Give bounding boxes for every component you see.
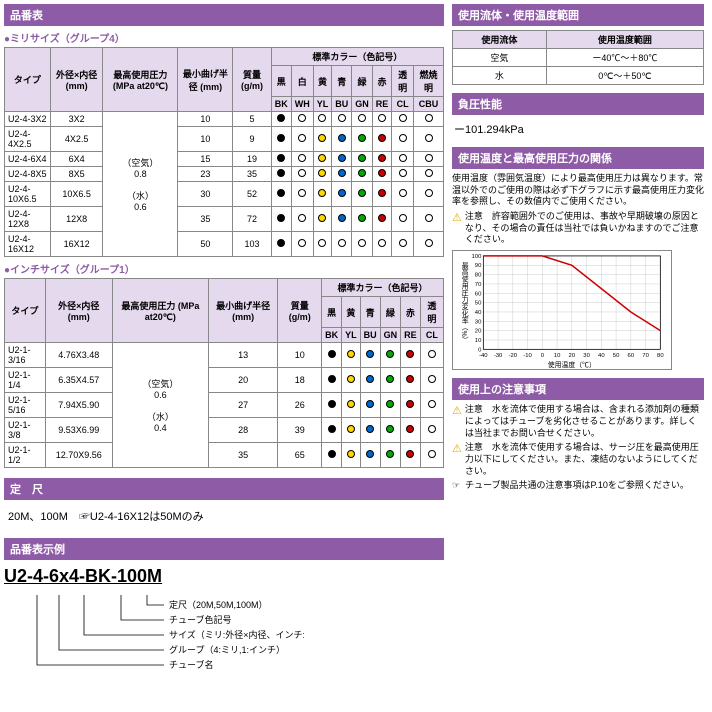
svg-text:20: 20 xyxy=(475,329,482,335)
caution-2: ⚠注意 水を流体で使用する場合は、含まれる添加剤の種類によってはチューブを劣化さ… xyxy=(452,404,704,439)
ft-r1t: ー40℃～＋80℃ xyxy=(546,49,703,67)
svg-text:60: 60 xyxy=(475,291,482,297)
table-row: U2-4-8X58X52335 xyxy=(5,167,444,182)
warning-icon: ⚠ xyxy=(452,211,462,246)
table-row: U2-1-1/212.70X9.563565 xyxy=(5,443,444,468)
svg-text:グループ（4:ミリ,1:インチ）: グループ（4:ミリ,1:インチ） xyxy=(169,644,285,655)
fluid-table: 使用流体使用温度範囲 空気ー40℃～＋80℃ 水0℃～＋50℃ xyxy=(452,30,704,85)
th-bend: 最小曲げ半径 (mm) xyxy=(178,48,233,112)
svg-text:最高使用圧力変化率（%）: 最高使用圧力変化率（%） xyxy=(460,262,468,344)
th-type: タイプ xyxy=(5,48,51,112)
header-part-table: 品番表 xyxy=(4,4,444,26)
svg-text:10: 10 xyxy=(554,353,561,359)
svg-text:40: 40 xyxy=(475,310,482,316)
th-mass2: 質量 (g/m) xyxy=(278,279,322,343)
svg-text:30: 30 xyxy=(583,353,590,359)
pressure-chart: 0102030405060708090100-40-30-20-10010203… xyxy=(452,250,672,370)
th-color2: 標準カラー（色記号） xyxy=(322,279,444,297)
svg-text:20: 20 xyxy=(569,353,576,359)
caution1-text: 注意 許容範囲外でのご使用は、事故や早期破壊の原因となり、その場合の責任は当社で… xyxy=(465,211,704,246)
th-odid2: 外径×内径 (mm) xyxy=(45,279,112,343)
caution2-text: 注意 水を流体で使用する場合は、含まれる添加剤の種類によってはチューブを劣化させ… xyxy=(465,404,704,439)
table-row: U2-4-4X2.54X2.5109 xyxy=(5,127,444,152)
svg-text:定尺（20M,50M,100M）: 定尺（20M,50M,100M） xyxy=(169,599,268,610)
svg-text:100: 100 xyxy=(472,254,483,260)
table-row: U2-4-3X23X2（空気） 0.8 （水） 0.6105 xyxy=(5,112,444,127)
svg-text:-20: -20 xyxy=(509,353,518,359)
bracket-diagram: 定尺（20M,50M,100M） チューブ色記号 サイズ（ミリ:外径×内径、イン… xyxy=(24,595,444,708)
svg-text:80: 80 xyxy=(657,353,664,359)
table-row: U2-4-16X1216X1250103 xyxy=(5,232,444,257)
th-type2: タイプ xyxy=(5,279,46,343)
neg-pressure-val: ー101.294kPa xyxy=(452,119,704,139)
svg-text:10: 10 xyxy=(475,338,482,344)
table-row: U2-1-1/46.35X4.572018 xyxy=(5,368,444,393)
table-row: U2-4-10X6.510X6.53052 xyxy=(5,182,444,207)
svg-text:-40: -40 xyxy=(479,353,488,359)
svg-text:60: 60 xyxy=(628,353,635,359)
caution-4: チューブ製品共通の注意事項はP.10をご参照ください。 xyxy=(452,480,704,492)
sub-mm: ●ミリサイズ（グループ4） xyxy=(4,30,444,45)
svg-text:0: 0 xyxy=(541,353,545,359)
svg-text:-10: -10 xyxy=(523,353,532,359)
svg-text:70: 70 xyxy=(642,353,649,359)
ft-h1: 使用流体 xyxy=(453,31,547,49)
table-row: U2-1-3/89.53X6.992839 xyxy=(5,418,444,443)
svg-text:50: 50 xyxy=(475,301,482,307)
table-row: U2-4-6X46X41519 xyxy=(5,152,444,167)
in-table: タイプ 外径×内径 (mm) 最高使用圧力 (MPa at20℃) 最小曲げ半径… xyxy=(4,278,444,468)
mm-table: タイプ 外径×内径 (mm) 最高使用圧力 (MPa at20℃) 最小曲げ半径… xyxy=(4,47,444,257)
part-example-num: U2-4-6x4-BK-100M xyxy=(4,566,444,587)
ft-h2: 使用温度範囲 xyxy=(546,31,703,49)
table-row: U2-4-12X812X83572 xyxy=(5,207,444,232)
svg-text:チューブ色記号: チューブ色記号 xyxy=(169,614,231,625)
warning-icon: ⚠ xyxy=(452,442,462,477)
svg-text:90: 90 xyxy=(475,263,482,269)
th-bend2: 最小曲げ半径 (mm) xyxy=(208,279,278,343)
table-row: U2-1-5/167.94X5.902726 xyxy=(5,393,444,418)
caution4-text: チューブ製品共通の注意事項はP.10をご参照ください。 xyxy=(465,480,689,492)
th-maxp2: 最高使用圧力 (MPa at20℃) xyxy=(112,279,208,343)
sub-in: ●インチサイズ（グループ1） xyxy=(4,261,444,276)
header-neg-pressure: 負圧性能 xyxy=(452,93,704,115)
svg-text:80: 80 xyxy=(475,273,482,279)
svg-text:50: 50 xyxy=(613,353,620,359)
header-usage-notes: 使用上の注意事項 xyxy=(452,378,704,400)
std-length-text: 20M、100M ☞U2-4-16X12は50Mのみ xyxy=(4,504,444,528)
svg-text:-30: -30 xyxy=(494,353,503,359)
svg-text:サイズ（ミリ:外径×内径、インチ:外径）: サイズ（ミリ:外径×内径、インチ:外径） xyxy=(169,629,304,640)
th-color: 標準カラー（色記号） xyxy=(271,48,443,66)
header-std-length: 定 尺 xyxy=(4,478,444,500)
header-part-example: 品番表示例 xyxy=(4,538,444,560)
ft-r1f: 空気 xyxy=(453,49,547,67)
svg-text:30: 30 xyxy=(475,319,482,325)
warning-icon: ⚠ xyxy=(452,404,462,439)
th-mass: 質量 (g/m) xyxy=(233,48,271,112)
ft-r2t: 0℃～＋50℃ xyxy=(546,67,703,85)
th-odid: 外径×内径 (mm) xyxy=(50,48,103,112)
temp-pressure-note: 使用温度（雰囲気温度）により最高使用圧力は異なります。常温以外でのご使用の際は必… xyxy=(452,173,704,208)
caution3-text: 注意 水を流体で使用する場合は、サージ圧を最高使用圧力以下にしてください。また、… xyxy=(465,442,704,477)
svg-text:40: 40 xyxy=(598,353,605,359)
caution-3: ⚠注意 水を流体で使用する場合は、サージ圧を最高使用圧力以下にしてください。また… xyxy=(452,442,704,477)
ft-r2f: 水 xyxy=(453,67,547,85)
svg-text:70: 70 xyxy=(475,282,482,288)
header-temp-pressure: 使用温度と最高使用圧力の関係 xyxy=(452,147,704,169)
th-maxp: 最高使用圧力 (MPa at20℃) xyxy=(103,48,178,112)
caution-1: ⚠注意 許容範囲外でのご使用は、事故や早期破壊の原因となり、その場合の責任は当社… xyxy=(452,211,704,246)
svg-text:チューブ名: チューブ名 xyxy=(169,659,213,670)
table-row: U2-1-3/164.76X3.48（空気） 0.6 （水） 0.41310 xyxy=(5,343,444,368)
header-fluid-temp: 使用流体・使用温度範囲 xyxy=(452,4,704,26)
svg-text:使用温度（℃）: 使用温度（℃） xyxy=(548,360,596,369)
